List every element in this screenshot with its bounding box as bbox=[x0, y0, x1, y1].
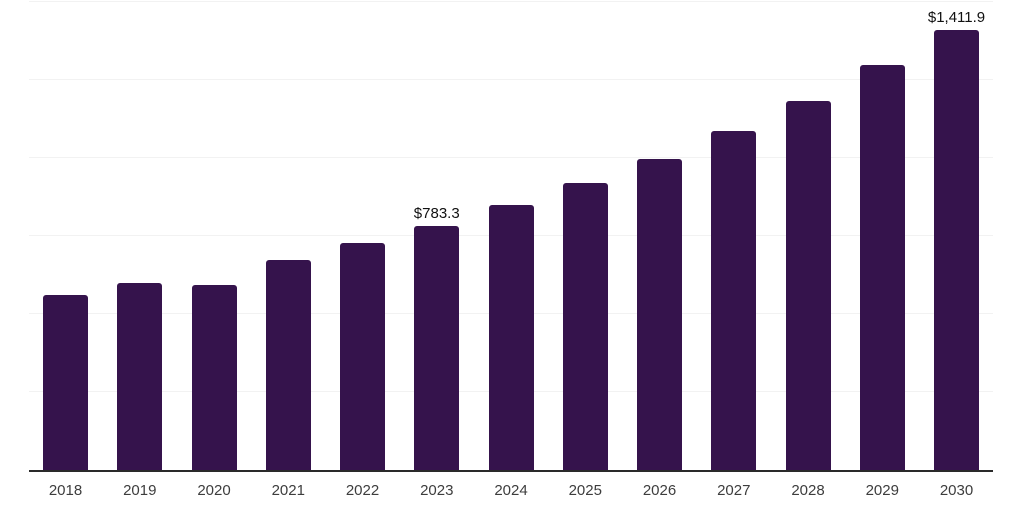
plot-area: $783.3 $1,411.9 bbox=[29, 1, 993, 472]
bar-2030: $1,411.9 bbox=[928, 9, 985, 470]
bar-2029 bbox=[859, 65, 905, 470]
x-axis-label-2030: 2030 bbox=[939, 482, 974, 499]
x-axis-label-2027: 2027 bbox=[717, 482, 751, 499]
x-axis-labels: 2018 2019 2020 2021 2022 2023 2024 2025 2026 2027… bbox=[29, 482, 993, 499]
x-axis-label-2025: 2025 bbox=[568, 482, 602, 499]
gridline bbox=[29, 79, 993, 80]
gridline bbox=[29, 157, 993, 159]
bars-container: $783.3 $1,411.9 bbox=[29, 2, 993, 470]
x-axis-label-2021: 2021 bbox=[271, 482, 305, 499]
bar-2024 bbox=[488, 204, 534, 470]
x-axis-label-2020: 2020 bbox=[197, 482, 231, 499]
x-axis-label-2024: 2024 bbox=[494, 482, 528, 499]
bar-2023: $783.3 bbox=[414, 205, 460, 470]
x-axis-label-2026: 2026 bbox=[642, 482, 677, 499]
bar-2018 bbox=[43, 294, 88, 470]
gridline bbox=[29, 1, 993, 2]
x-axis-label-2022: 2022 bbox=[345, 482, 380, 499]
bar-2028 bbox=[785, 101, 831, 470]
bar-2021 bbox=[265, 259, 311, 470]
bar-2026 bbox=[637, 159, 682, 470]
bar-2027 bbox=[711, 131, 757, 470]
bar-2025 bbox=[562, 182, 608, 470]
x-axis-label-2018: 2018 bbox=[48, 482, 83, 499]
x-axis-label-2029: 2029 bbox=[865, 482, 899, 499]
bar-2020 bbox=[191, 284, 237, 470]
bar-2019 bbox=[117, 282, 163, 470]
bar-2022 bbox=[340, 242, 385, 470]
x-axis-label-2019: 2019 bbox=[123, 482, 157, 499]
bar-value-label-2030: $1,411.9 bbox=[927, 8, 986, 26]
x-axis-label-2023: 2023 bbox=[420, 482, 454, 499]
x-axis-label-2028: 2028 bbox=[791, 482, 825, 499]
x-axis-line bbox=[29, 470, 993, 472]
bar-value-label-2023: $783.3 bbox=[413, 204, 460, 222]
